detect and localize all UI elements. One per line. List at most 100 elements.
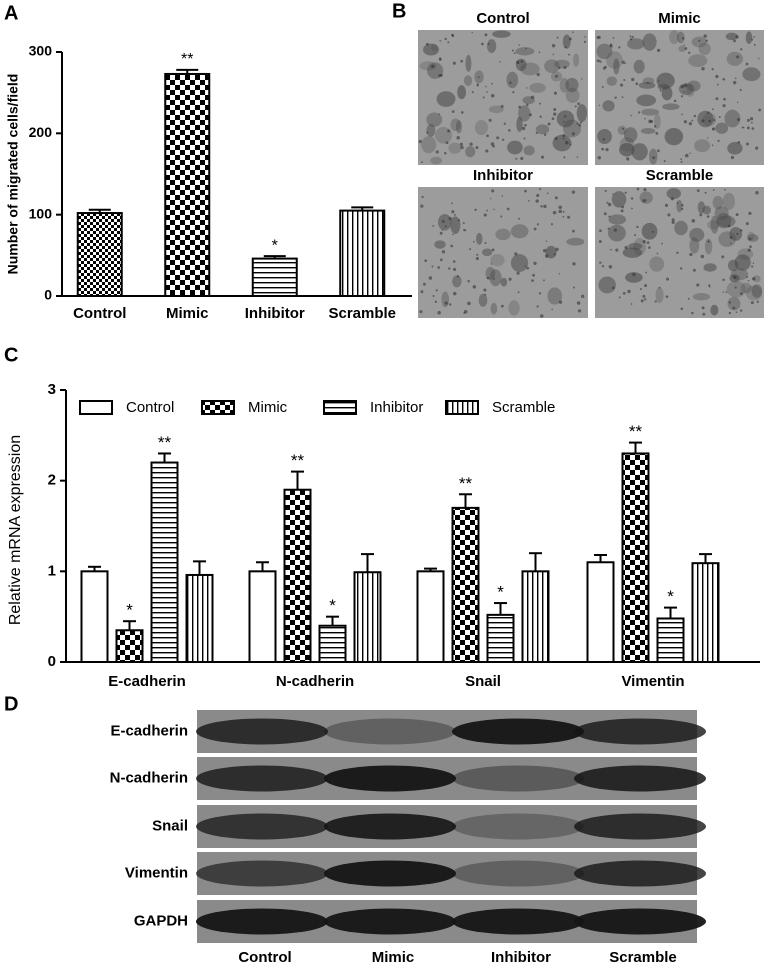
band: [452, 765, 584, 792]
pore: [607, 227, 610, 230]
pore: [661, 242, 663, 245]
pore: [441, 250, 446, 254]
pore: [655, 131, 659, 135]
cell: [715, 122, 729, 134]
pore: [654, 300, 657, 303]
micrograph-title: Scramble: [646, 167, 714, 184]
pore: [651, 230, 654, 233]
pore: [447, 41, 450, 44]
pore: [627, 289, 631, 294]
pore: [493, 208, 495, 211]
cell: [691, 36, 707, 48]
bar: [251, 257, 298, 298]
pore: [665, 295, 669, 299]
pore: [490, 142, 495, 146]
pore: [574, 105, 577, 108]
band: [324, 718, 456, 745]
pore: [553, 253, 556, 256]
cell: [510, 254, 529, 272]
pore: [630, 197, 634, 200]
pore: [449, 303, 452, 306]
y-tick-label: 2: [48, 472, 56, 489]
pore: [567, 215, 571, 219]
pore: [748, 237, 752, 241]
pore: [629, 35, 632, 38]
pore: [727, 224, 731, 228]
pore: [605, 147, 609, 152]
pore: [509, 81, 512, 84]
significance: **: [629, 422, 643, 441]
pore: [646, 82, 649, 85]
pore: [435, 150, 439, 154]
micrograph-title: Inhibitor: [473, 167, 533, 184]
pore: [483, 288, 487, 292]
pore: [736, 118, 740, 122]
pore: [691, 311, 694, 315]
pore: [555, 247, 559, 251]
cell: [737, 248, 754, 260]
pore: [706, 215, 710, 218]
pore: [571, 190, 576, 194]
cell: [745, 31, 753, 45]
cell: [642, 33, 657, 51]
pore: [445, 141, 449, 145]
band: [196, 765, 328, 792]
pore: [473, 240, 475, 243]
cell: [627, 38, 645, 50]
cell: [423, 43, 440, 56]
pore: [683, 83, 688, 88]
legend-label: Scramble: [492, 399, 555, 416]
y-tick-label: 3: [48, 381, 56, 398]
pore: [432, 294, 435, 298]
pore: [431, 64, 435, 69]
pore: [525, 47, 527, 50]
pore: [623, 78, 626, 82]
pore: [462, 222, 465, 225]
pore: [680, 160, 683, 163]
pore: [555, 74, 558, 78]
pore: [520, 60, 524, 63]
pore: [438, 57, 442, 60]
pore: [683, 44, 686, 46]
pore: [453, 213, 456, 216]
pore: [679, 267, 683, 270]
pore: [512, 91, 515, 94]
cell: [640, 127, 656, 135]
band: [324, 908, 456, 935]
cell: [598, 276, 616, 294]
pore: [671, 218, 675, 222]
pore: [704, 191, 707, 194]
cell: [507, 140, 523, 155]
pore: [629, 38, 633, 41]
cell: [717, 215, 736, 228]
pore: [467, 301, 471, 306]
pore: [663, 160, 666, 163]
pore: [518, 217, 520, 220]
pore: [681, 37, 685, 40]
cell: [510, 224, 529, 239]
cell: [633, 59, 645, 74]
pore: [618, 296, 621, 299]
pore: [676, 251, 679, 255]
cell: [653, 113, 661, 129]
pore: [689, 252, 693, 257]
pore: [551, 43, 556, 48]
bar: [185, 573, 214, 664]
pore: [621, 60, 625, 64]
pore: [491, 248, 495, 252]
pore: [437, 266, 441, 269]
pore: [482, 96, 485, 99]
pore: [656, 252, 659, 255]
pore: [711, 144, 714, 147]
cell: [617, 125, 627, 135]
legend-swatch: [79, 400, 113, 415]
blot-column-label: Scramble: [609, 949, 677, 966]
pore: [701, 306, 705, 310]
pore: [670, 197, 674, 201]
pore: [485, 85, 487, 88]
pore: [681, 113, 683, 116]
pore: [516, 60, 520, 65]
pore: [724, 188, 726, 191]
pore: [732, 80, 737, 85]
pore: [608, 215, 611, 218]
